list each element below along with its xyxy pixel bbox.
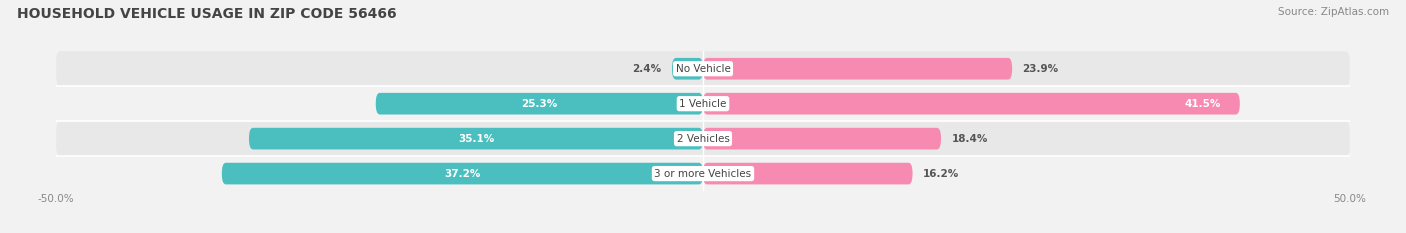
Text: 37.2%: 37.2% xyxy=(444,169,481,178)
Text: 18.4%: 18.4% xyxy=(952,134,988,144)
FancyBboxPatch shape xyxy=(375,93,703,114)
FancyBboxPatch shape xyxy=(56,86,1350,121)
FancyBboxPatch shape xyxy=(703,163,912,185)
FancyBboxPatch shape xyxy=(249,128,703,150)
Text: 2 Vehicles: 2 Vehicles xyxy=(676,134,730,144)
Text: 25.3%: 25.3% xyxy=(522,99,558,109)
FancyBboxPatch shape xyxy=(672,58,703,80)
Text: No Vehicle: No Vehicle xyxy=(675,64,731,74)
Text: 16.2%: 16.2% xyxy=(922,169,959,178)
Text: 35.1%: 35.1% xyxy=(458,134,494,144)
FancyBboxPatch shape xyxy=(703,58,1012,80)
FancyBboxPatch shape xyxy=(703,128,941,150)
Text: 3 or more Vehicles: 3 or more Vehicles xyxy=(654,169,752,178)
Text: 2.4%: 2.4% xyxy=(633,64,662,74)
Text: 23.9%: 23.9% xyxy=(1022,64,1059,74)
Text: HOUSEHOLD VEHICLE USAGE IN ZIP CODE 56466: HOUSEHOLD VEHICLE USAGE IN ZIP CODE 5646… xyxy=(17,7,396,21)
FancyBboxPatch shape xyxy=(56,156,1350,191)
Text: 1 Vehicle: 1 Vehicle xyxy=(679,99,727,109)
FancyBboxPatch shape xyxy=(703,93,1240,114)
FancyBboxPatch shape xyxy=(56,51,1350,86)
FancyBboxPatch shape xyxy=(56,121,1350,156)
Text: 41.5%: 41.5% xyxy=(1184,99,1220,109)
Text: Source: ZipAtlas.com: Source: ZipAtlas.com xyxy=(1278,7,1389,17)
FancyBboxPatch shape xyxy=(222,163,703,185)
